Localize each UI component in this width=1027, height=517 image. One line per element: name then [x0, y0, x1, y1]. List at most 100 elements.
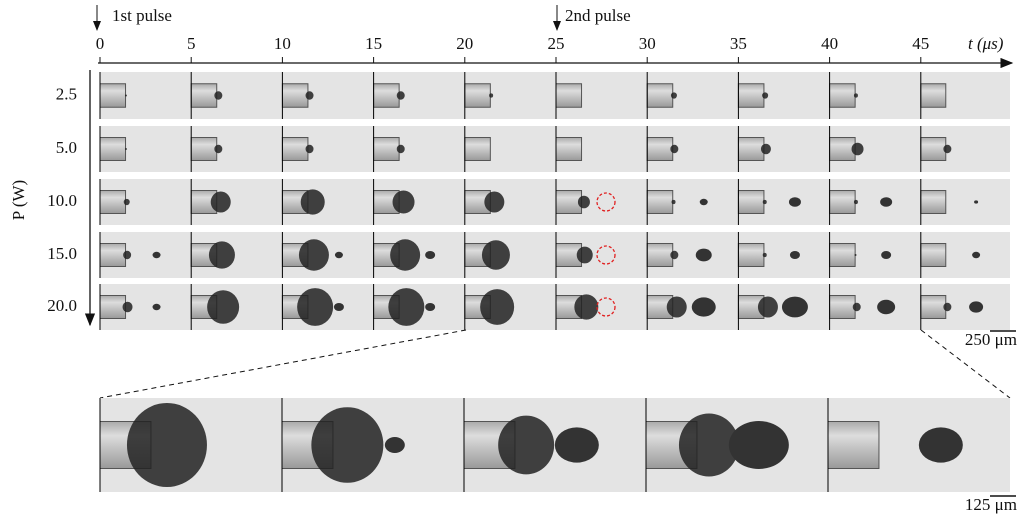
droplet: [969, 301, 983, 312]
droplet: [153, 252, 161, 258]
droplet: [782, 297, 808, 318]
bubble: [299, 239, 329, 271]
bubble: [763, 253, 767, 257]
bubble: [853, 303, 861, 311]
bubble: [758, 297, 778, 318]
needle: [647, 244, 673, 267]
bubble: [123, 251, 131, 259]
bubble: [388, 288, 424, 326]
bubble: [125, 148, 127, 150]
needle: [830, 244, 856, 267]
bubble: [667, 297, 687, 318]
bubble: [943, 145, 951, 153]
bubble: [214, 145, 222, 153]
needle: [921, 244, 946, 267]
droplet: [919, 427, 963, 462]
droplet: [555, 427, 599, 462]
droplet: [972, 252, 980, 258]
droplet: [425, 303, 435, 311]
droplet: [334, 303, 344, 311]
bubble: [670, 251, 678, 259]
bubble: [574, 294, 598, 319]
needle: [100, 191, 126, 214]
needle: [556, 84, 582, 108]
bubble: [854, 200, 858, 204]
bubble: [311, 407, 383, 483]
bubble: [489, 93, 493, 97]
needle: [100, 138, 126, 161]
bubble: [855, 254, 857, 256]
needle: [738, 138, 764, 161]
needle: [921, 296, 946, 319]
tick-label: 40: [821, 34, 838, 53]
bubble: [125, 94, 127, 96]
droplet: [790, 251, 800, 259]
bubble: [762, 92, 768, 98]
droplet: [789, 197, 801, 207]
bubble: [854, 93, 858, 97]
bubble: [482, 240, 510, 269]
tick-label: 10: [274, 34, 291, 53]
needle: [647, 84, 673, 108]
bubble: [306, 145, 314, 153]
needle: [191, 138, 217, 161]
droplet: [335, 252, 343, 258]
needle: [556, 191, 582, 214]
zoom-line: [100, 330, 466, 398]
needle: [465, 84, 491, 108]
needle: [738, 244, 764, 267]
bubble: [763, 200, 767, 204]
needle: [374, 84, 400, 108]
droplet: [880, 197, 892, 207]
time-axis-label: t (μs): [968, 34, 1004, 53]
bubble: [124, 199, 130, 205]
droplet: [974, 200, 978, 203]
row-label: 10.0: [47, 191, 77, 210]
bubble: [393, 190, 415, 213]
bubble: [943, 303, 951, 311]
tick-label: 15: [365, 34, 382, 53]
pulse-label: 2nd pulse: [565, 6, 631, 25]
figure: 1st pulse 2nd pulse t (μs) P (W) 250 μm …: [0, 0, 1027, 517]
tick-label: 20: [456, 34, 473, 53]
needle: [100, 84, 126, 108]
needle: [830, 84, 856, 108]
droplet: [881, 251, 891, 259]
tick-label: 30: [639, 34, 656, 53]
tick-label: 45: [912, 34, 929, 53]
needle: [921, 138, 946, 161]
needle: [921, 84, 946, 108]
row-label: 2.5: [56, 84, 77, 103]
needle: [374, 138, 400, 161]
bubble: [211, 192, 231, 213]
bubble: [498, 416, 554, 475]
bubble: [301, 189, 325, 214]
row-label: 15.0: [47, 244, 77, 263]
scale-bar-label: 250 μm: [965, 330, 1017, 349]
needle: [100, 296, 126, 319]
pulse-label: 1st pulse: [112, 6, 172, 25]
droplet: [729, 421, 789, 469]
needle: [282, 84, 308, 108]
needle: [647, 138, 673, 161]
bubble: [390, 239, 420, 271]
needle: [100, 244, 126, 267]
zoom-strip: [100, 398, 1010, 492]
tick-label: 25: [548, 34, 565, 53]
bubble: [207, 290, 239, 324]
needle: [191, 84, 217, 108]
droplet: [877, 300, 895, 314]
bubble: [672, 200, 676, 204]
needle: [830, 138, 856, 161]
bubble: [671, 92, 677, 98]
needle: [830, 191, 856, 214]
bubble: [209, 241, 235, 268]
needle: [738, 84, 764, 108]
bubble: [852, 143, 864, 156]
row-label: 5.0: [56, 138, 77, 157]
bubble: [123, 302, 133, 313]
bubble: [397, 91, 405, 99]
needle: [465, 138, 491, 161]
droplet: [696, 249, 712, 262]
bubble: [306, 91, 314, 99]
